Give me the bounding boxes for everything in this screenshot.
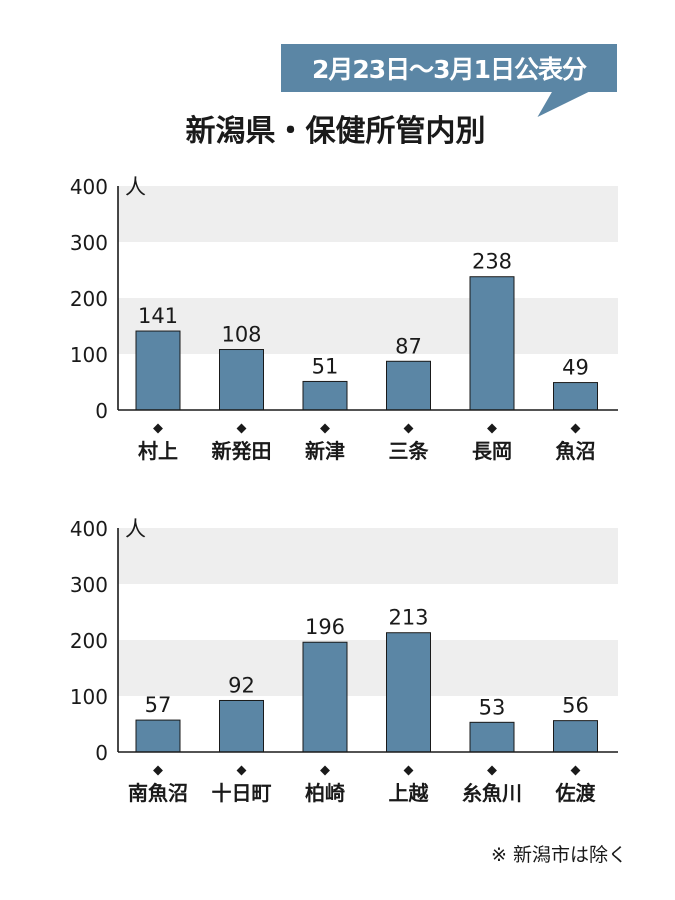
bar-value-label: 92 xyxy=(228,673,255,697)
y-tick-label: 100 xyxy=(70,343,108,367)
bar xyxy=(135,719,181,753)
bar xyxy=(386,360,431,411)
y-tick-label: 300 xyxy=(70,573,108,597)
bar-value-label: 53 xyxy=(479,695,506,719)
page-title: 新潟県・保健所管内別 xyxy=(0,106,675,150)
bar-value-label: 51 xyxy=(312,354,339,378)
x-category-label: 新発田 xyxy=(212,439,272,463)
tick-marker xyxy=(236,423,247,434)
chart-band xyxy=(118,640,618,696)
bar xyxy=(553,720,598,753)
tick-marker xyxy=(153,765,163,776)
bar-value-label: 57 xyxy=(145,693,172,717)
chart-band xyxy=(118,528,618,584)
bar xyxy=(386,632,431,753)
bar xyxy=(302,641,348,753)
x-category-label: 糸魚川 xyxy=(462,781,522,805)
bar xyxy=(469,721,515,753)
x-category-label: 柏崎 xyxy=(305,781,345,805)
bar-value-label: 238 xyxy=(472,250,512,274)
bar xyxy=(135,330,181,411)
tick-marker xyxy=(153,423,163,434)
y-unit-label: 人 xyxy=(125,175,146,199)
tick-marker xyxy=(403,423,414,434)
y-tick-label: 400 xyxy=(70,517,108,541)
y-tick-label: 300 xyxy=(70,231,108,255)
x-category-label: 長岡 xyxy=(472,439,512,463)
tick-marker xyxy=(236,765,247,776)
chart-band xyxy=(118,298,618,354)
bar-value-label: 87 xyxy=(395,334,422,358)
tick-marker xyxy=(487,765,497,776)
tick-marker xyxy=(403,765,414,776)
x-category-label: 上越 xyxy=(389,781,430,805)
footnote: ※ 新潟市は除く xyxy=(491,844,627,866)
y-tick-label: 200 xyxy=(70,287,108,311)
x-category-label: 三条 xyxy=(389,439,430,463)
bar xyxy=(469,276,515,411)
bar-value-label: 141 xyxy=(138,304,178,328)
bar-value-label: 196 xyxy=(305,615,345,639)
tick-marker xyxy=(570,423,581,434)
x-category-label: 佐渡 xyxy=(555,781,597,805)
bar-value-label: 49 xyxy=(562,356,589,380)
tick-marker xyxy=(570,765,581,776)
tick-marker xyxy=(320,765,330,776)
y-tick-label: 0 xyxy=(95,399,108,423)
tick-marker xyxy=(320,423,330,434)
page-title-text: 新潟県・保健所管内別 xyxy=(185,114,486,149)
tick-marker xyxy=(487,423,497,434)
bar-value-label: 108 xyxy=(221,323,261,347)
y-unit-label: 人 xyxy=(125,517,146,541)
bar xyxy=(219,699,264,753)
x-category-label: 魚沼 xyxy=(556,439,596,463)
bar xyxy=(302,380,348,411)
bar xyxy=(219,349,264,411)
y-tick-label: 200 xyxy=(70,629,108,653)
date-range-badge: 2月23日～3月1日公表分 xyxy=(281,44,617,92)
bar-value-label: 56 xyxy=(562,694,589,718)
bar-value-label: 213 xyxy=(388,606,428,630)
chart-band xyxy=(118,186,618,242)
bar xyxy=(553,382,598,411)
y-tick-label: 400 xyxy=(70,175,108,199)
y-tick-label: 100 xyxy=(70,685,108,709)
y-tick-label: 0 xyxy=(95,741,108,765)
x-category-label: 新津 xyxy=(305,439,345,463)
x-category-label: 南魚沼 xyxy=(128,781,188,805)
x-category-label: 村上 xyxy=(138,439,178,463)
x-category-label: 十日町 xyxy=(212,781,272,805)
